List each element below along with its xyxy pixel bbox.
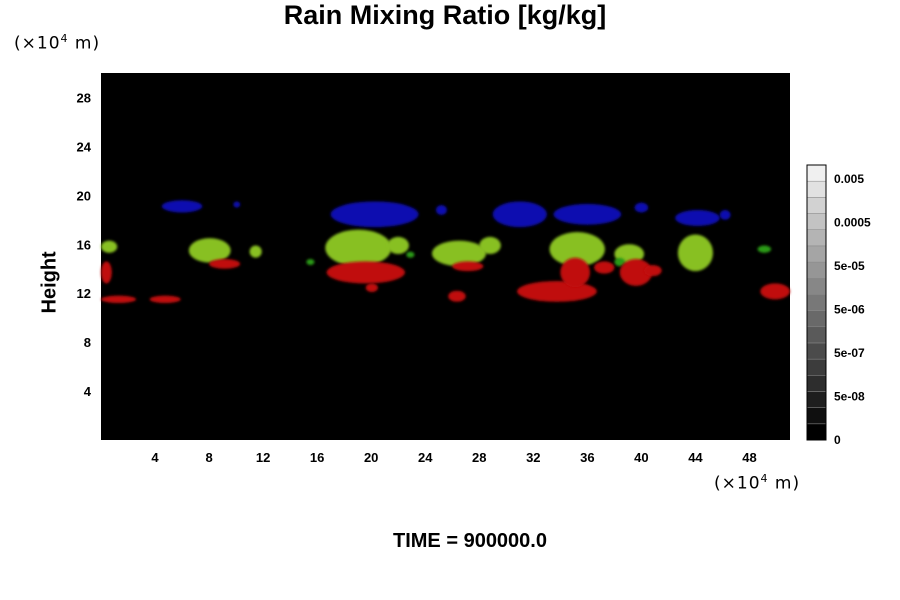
colorbar-segment: [806, 294, 827, 311]
y-tick-label: 12: [77, 286, 91, 301]
rain-blob: [675, 210, 720, 226]
colorbar-segment: [806, 310, 827, 328]
x-axis-unit: (×104 m): [714, 472, 800, 494]
rain-blob: [549, 232, 605, 267]
y-tick-label: 28: [77, 90, 91, 105]
x-unit-prefix: (×10: [714, 473, 761, 494]
colorbar-segment: [806, 180, 827, 198]
colorbar-segment: [806, 245, 827, 263]
rain-blob: [452, 261, 484, 272]
colorbar-segment: [806, 342, 827, 360]
rain-blob: [760, 283, 790, 300]
rain-blob: [387, 236, 410, 255]
colorbar-segment: [806, 197, 827, 214]
colorbar-label: 5e-05: [834, 259, 865, 273]
colorbar-label: 5e-08: [834, 390, 865, 404]
rain-blob: [479, 236, 501, 255]
colorbar: 0.005 0.0005 5e-05 5e-06 5e-07 5e-08 0: [806, 164, 871, 447]
colorbar-segment: [806, 213, 827, 230]
x-axis-ticks: 4 8 12 16 20 24 28 32 36 40 44 48: [151, 450, 756, 465]
rain-blob: [149, 295, 181, 303]
colorbar-segment: [806, 375, 827, 392]
rain-blob: [209, 258, 241, 269]
rain-blob: [619, 258, 653, 286]
colorbar-segment: [806, 326, 827, 344]
rain-blob: [719, 210, 731, 220]
x-tick-label: 28: [472, 450, 486, 465]
x-tick-label: 36: [580, 450, 594, 465]
rain-blob: [517, 280, 597, 302]
x-tick-label: 8: [205, 450, 212, 465]
rain-blob: [448, 290, 466, 302]
rain-blob: [188, 238, 231, 263]
colorbar-frame: [806, 164, 827, 441]
rain-blob: [436, 205, 447, 215]
colorbar-label: 5e-07: [834, 346, 865, 360]
x-tick-label: 32: [526, 450, 540, 465]
rain-blob: [101, 295, 137, 303]
x-unit-exponent: 4: [760, 472, 769, 485]
rain-blob: [492, 201, 547, 228]
rain-field-layer: [101, 200, 790, 303]
y-axis-unit: (×104 m): [14, 32, 100, 54]
colorbar-label: 0: [834, 433, 841, 447]
y-tick-label: 20: [77, 188, 91, 203]
rain-blob: [325, 229, 392, 267]
rain-blob: [326, 261, 405, 284]
colorbar-segment: [806, 358, 827, 376]
rain-blob: [634, 202, 649, 213]
x-tick-label: 12: [256, 450, 270, 465]
x-tick-label: 48: [742, 450, 756, 465]
rain-blob: [431, 240, 487, 267]
rain-blob: [101, 240, 118, 253]
y-tick-label: 16: [77, 237, 91, 252]
y-unit-prefix: (×10: [14, 33, 61, 54]
colorbar-segment: [806, 407, 827, 425]
rain-blob: [330, 201, 419, 228]
chart-title: Rain Mixing Ratio [kg/kg]: [283, 0, 607, 30]
rain-blob: [614, 257, 626, 267]
colorbar-segment: [806, 229, 827, 247]
y-tick-label: 4: [84, 384, 92, 399]
rain-blob: [233, 201, 241, 208]
y-unit-suffix: m): [68, 33, 101, 54]
rain-blob: [677, 234, 713, 272]
y-unit-exponent: 4: [60, 32, 69, 45]
y-tick-label: 8: [84, 335, 91, 350]
y-axis-ticks: 4 8 12 16 20 24 28: [77, 90, 92, 399]
rain-blob: [560, 257, 591, 288]
colorbar-segment: [806, 277, 827, 295]
colorbar-label: 0.005: [834, 172, 864, 186]
rain-blob: [594, 261, 615, 274]
rain-blob: [644, 265, 662, 277]
colorbar-segment: [806, 391, 827, 408]
x-tick-label: 16: [310, 450, 324, 465]
rain-blob: [365, 283, 378, 292]
rain-blob: [249, 245, 262, 258]
colorbar-segment: [806, 423, 827, 441]
colorbar-label: 0.0005: [834, 216, 871, 230]
x-tick-label: 4: [151, 450, 159, 465]
x-tick-label: 24: [418, 450, 433, 465]
time-label: TIME = 900000.0: [393, 530, 547, 552]
x-unit-suffix: m): [768, 473, 801, 494]
rain-blob: [306, 258, 315, 266]
x-tick-label: 40: [634, 450, 648, 465]
y-tick-label: 24: [77, 139, 92, 154]
rain-blob: [101, 261, 112, 284]
colorbar-label: 5e-06: [834, 303, 865, 317]
rain-blob: [757, 245, 772, 253]
rain-blob: [161, 200, 203, 213]
rain-blob: [553, 203, 622, 225]
x-tick-label: 20: [364, 450, 378, 465]
colorbar-segment: [806, 164, 827, 182]
rain-blob: [406, 251, 415, 258]
x-tick-label: 44: [688, 450, 703, 465]
colorbar-segment: [806, 261, 827, 279]
